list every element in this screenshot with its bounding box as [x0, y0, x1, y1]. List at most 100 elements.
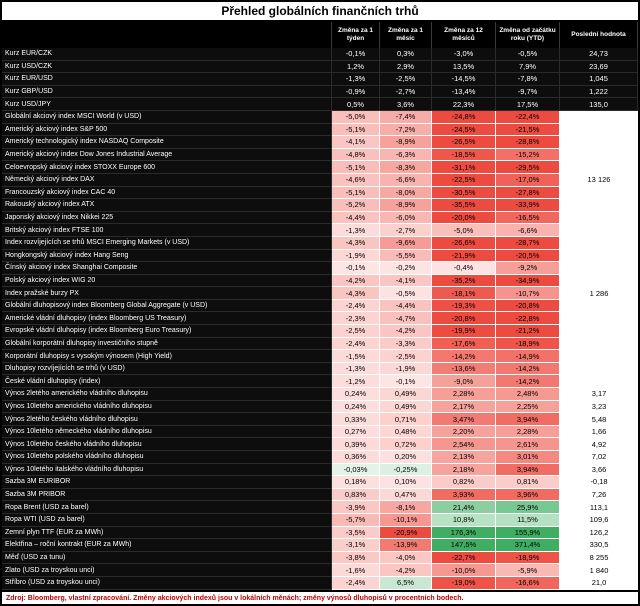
page-title: Přehled globálních finančních trhů	[2, 2, 638, 22]
change-cell: -2,4%	[332, 299, 380, 313]
change-cell: -3,0%	[432, 48, 496, 61]
change-cell: -10,7%	[496, 287, 560, 300]
source-note: Zdroj: Bloomberg, vlastní zpracování. Zm…	[2, 590, 638, 604]
table-row: Německý akciový index DAX -4,6% -6,6% -22,5…	[2, 173, 638, 187]
row-label: Index pražské burzy PX	[2, 287, 332, 300]
column-header-week: Změna za 1 týden	[332, 22, 380, 48]
row-label: Kurz USD/CZK	[2, 60, 332, 74]
change-cell: 3,94%	[496, 413, 560, 426]
table-row: Evropské vládní dluhopisy (index Bloombe…	[2, 325, 638, 338]
change-cell: 2,61%	[496, 438, 560, 451]
last-value-cell: 8 255	[560, 551, 638, 565]
change-cell: -4,3%	[332, 236, 380, 250]
table-row: Zlato (USD za troyskou unci) -1,6% -4,2% -1…	[2, 564, 638, 577]
change-cell: -3,3%	[380, 337, 432, 351]
last-value-cell: 7,26	[560, 488, 638, 502]
last-value-cell	[560, 161, 638, 174]
change-cell: -20,0%	[432, 211, 496, 225]
row-label: Americký akciový index Dow Jones Industr…	[2, 148, 332, 162]
last-value-cell: 24,73	[560, 48, 638, 61]
last-value-cell	[560, 123, 638, 137]
change-cell: 2,13%	[432, 451, 496, 464]
change-cell: 0,81%	[496, 476, 560, 489]
change-cell: -19,3%	[432, 299, 496, 313]
row-label: Britský akciový index FTSE 100	[2, 224, 332, 237]
table-row: Výnos 10letého italského vládního dluhop…	[2, 463, 638, 477]
row-label: Výnos 10letého německého vládního dluhop…	[2, 425, 332, 439]
row-label: Výnos 2letého českého vládního dluhopisu	[2, 413, 332, 426]
change-cell: 11,5%	[496, 513, 560, 527]
change-cell: 176,3%	[432, 526, 496, 540]
table-row: Kurz USD/JPY 0,5% 3,6% 22,3% 17,5% 135,0	[2, 98, 638, 111]
table-row: Zemní plyn TTF (EUR za MWh) -3,5% -20,9% 17…	[2, 526, 638, 540]
change-cell: -0,1%	[332, 262, 380, 275]
change-cell: -4,4%	[380, 299, 432, 313]
table-row: Americké vládní dluhopisy (index Bloombe…	[2, 312, 638, 326]
change-cell: -7,8%	[496, 73, 560, 86]
last-value-cell: 23,69	[560, 60, 638, 74]
change-cell: -4,0%	[380, 551, 432, 565]
change-cell: -8,0%	[380, 186, 432, 200]
last-value-cell: 1 286	[560, 287, 638, 300]
change-cell: 0,49%	[380, 400, 432, 414]
change-cell: -26,5%	[432, 136, 496, 149]
change-cell: -14,5%	[432, 73, 496, 86]
change-cell: -14,2%	[432, 350, 496, 363]
change-cell: 2,28%	[432, 388, 496, 401]
last-value-cell	[560, 211, 638, 225]
change-cell: -9,6%	[380, 236, 432, 250]
change-cell: -14,2%	[496, 362, 560, 376]
change-cell: -5,9%	[496, 564, 560, 577]
change-cell: -18,1%	[432, 287, 496, 300]
last-value-cell: 135,0	[560, 98, 638, 111]
change-cell: -18,9%	[496, 337, 560, 351]
change-cell: -3,8%	[332, 551, 380, 565]
change-cell: 0,33%	[332, 413, 380, 426]
change-cell: -6,6%	[380, 173, 432, 187]
last-value-cell: 5,48	[560, 413, 638, 426]
change-cell: -0,25%	[380, 463, 432, 477]
change-cell: 2,18%	[432, 463, 496, 477]
change-cell: -6,3%	[380, 148, 432, 162]
header-corner-cell	[2, 22, 332, 48]
change-cell: -0,1%	[332, 48, 380, 61]
table-row: Francouzský akciový index CAC 40 -5,1% -8,…	[2, 186, 638, 200]
change-cell: -35,5%	[432, 199, 496, 212]
row-label: Kurz EUR/CZK	[2, 48, 332, 61]
table-row: Polský akciový index WIG 20 -4,2% -4,1% -35…	[2, 274, 638, 288]
last-value-cell	[560, 224, 638, 237]
change-cell: 3,01%	[496, 451, 560, 464]
table-row: Elektřina – roční kontrakt (EUR za MWh) -…	[2, 539, 638, 552]
change-cell: -22,7%	[432, 551, 496, 565]
change-cell: -33,9%	[496, 199, 560, 212]
change-cell: -29,5%	[496, 161, 560, 174]
change-cell: 0,24%	[332, 400, 380, 414]
change-cell: -31,1%	[432, 161, 496, 174]
change-cell: 0,10%	[380, 476, 432, 489]
row-label: Index rozvíjejících se trhů MSCI Emergin…	[2, 236, 332, 250]
row-label: Americký technologický index NASDAQ Comp…	[2, 136, 332, 149]
change-cell: -9,2%	[496, 262, 560, 275]
last-value-cell	[560, 110, 638, 124]
change-cell: -1,9%	[332, 249, 380, 263]
change-cell: -18,9%	[496, 551, 560, 565]
table-row: Americký akciový index Dow Jones Industr…	[2, 148, 638, 162]
change-cell: -18,5%	[432, 148, 496, 162]
last-value-cell: 1,222	[560, 85, 638, 99]
last-value-cell: 126,2	[560, 526, 638, 540]
table-row: Globální akciový index MSCI World (v USD…	[2, 110, 638, 124]
change-cell: 10,8%	[432, 513, 496, 527]
change-cell: -6,0%	[380, 211, 432, 225]
change-cell: 3,93%	[432, 488, 496, 502]
change-cell: 0,27%	[332, 425, 380, 439]
change-cell: 0,20%	[380, 451, 432, 464]
change-cell: -30,5%	[432, 186, 496, 200]
row-label: Francouzský akciový index CAC 40	[2, 186, 332, 200]
row-label: Sazba 3M PRIBOR	[2, 488, 332, 502]
change-cell: -1,9%	[380, 362, 432, 376]
table-row: Výnos 10letého německého vládního dluhop…	[2, 425, 638, 439]
row-label: Měď (USD za tunu)	[2, 551, 332, 565]
last-value-cell	[560, 249, 638, 263]
table-row: Celoevropský akciový index STOXX Europe …	[2, 161, 638, 174]
